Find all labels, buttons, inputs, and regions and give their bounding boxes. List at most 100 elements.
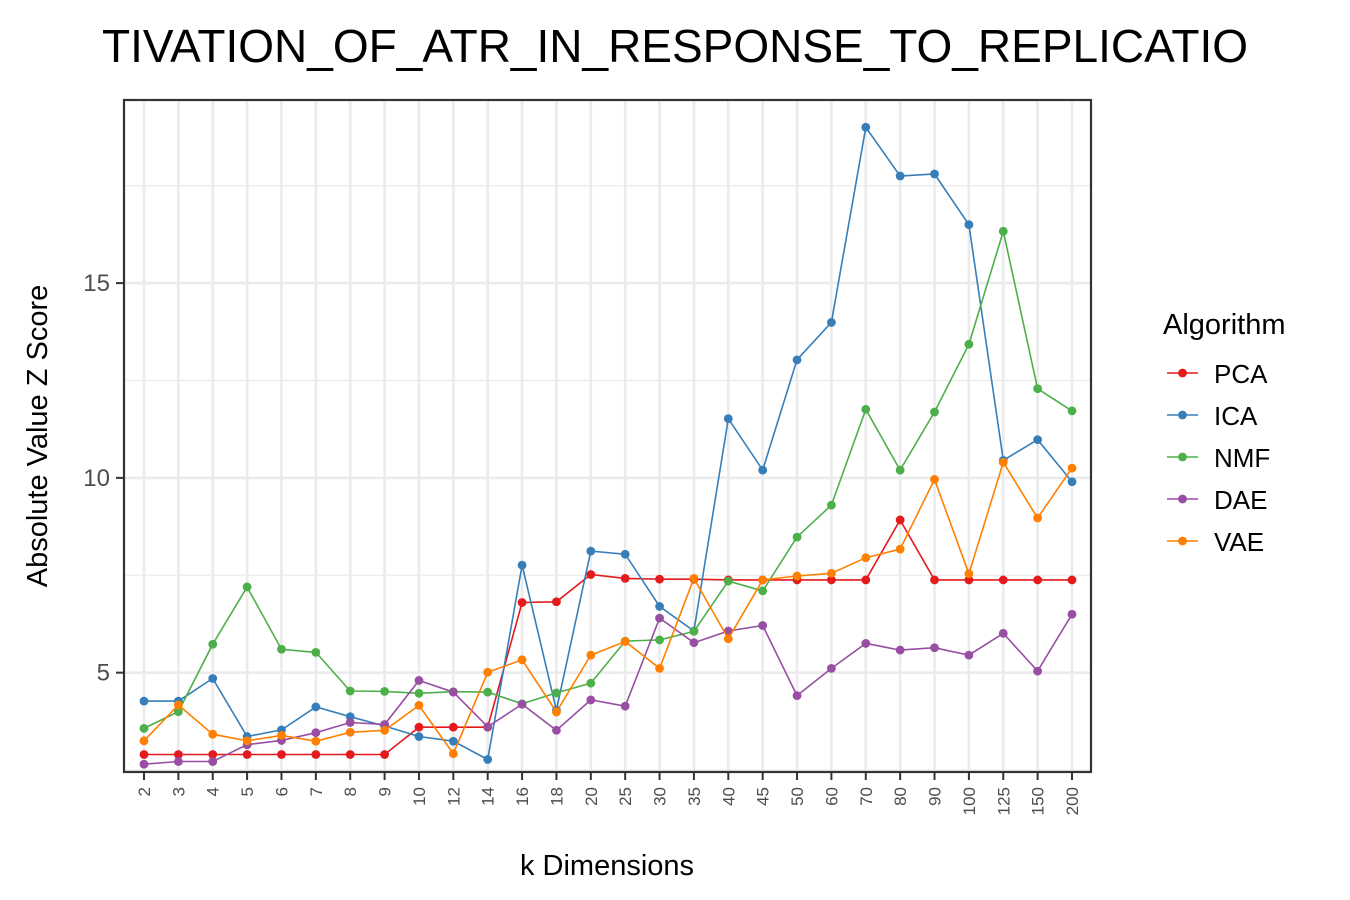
legend-label-vae: VAE	[1214, 527, 1264, 557]
series-line-pca	[144, 518, 1072, 756]
x-tick-label: 45	[754, 787, 773, 806]
data-point-dae	[792, 691, 802, 701]
legend-item-dae: DAE	[1167, 485, 1267, 515]
data-point-dae	[139, 759, 149, 769]
data-point-vae	[758, 575, 768, 585]
legend: Algorithm PCA ICA NMF DAE VAE	[1163, 309, 1286, 557]
data-point-ica	[620, 549, 630, 559]
series-group	[139, 122, 1077, 769]
x-tick-label: 20	[582, 787, 601, 806]
data-point-dae	[998, 628, 1008, 638]
x-tick-label: 80	[891, 787, 910, 806]
x-tick-label: 7	[307, 787, 326, 796]
data-point-pca	[311, 750, 321, 759]
y-tick-label: 10	[83, 465, 110, 492]
data-point-nmf	[242, 582, 252, 592]
x-tick-label: 18	[547, 787, 566, 806]
data-point-pca	[448, 722, 458, 732]
legend-label-dae: DAE	[1214, 485, 1267, 515]
x-axis: 2 3 4 5 6 7 8 9 10 12 14 16 18 20 25 30 35 40 45 50 60 70 80 90…	[135, 772, 1082, 815]
x-axis-title: k Dimensions	[520, 850, 694, 882]
data-point-ica	[895, 171, 905, 181]
data-point-pca	[517, 598, 527, 607]
data-point-ica	[139, 696, 149, 706]
data-point-nmf	[792, 532, 802, 542]
data-point-nmf	[689, 626, 699, 636]
data-point-vae	[655, 663, 664, 673]
x-tick-label: 6	[272, 787, 291, 796]
x-tick-label: 14	[479, 787, 498, 806]
data-point-ica	[586, 546, 596, 556]
data-point-pca	[964, 575, 974, 585]
data-point-vae	[414, 700, 424, 710]
data-point-vae	[139, 736, 149, 746]
x-tick-label: 4	[204, 787, 223, 796]
series-dae	[139, 609, 1077, 769]
data-point-pca	[620, 573, 630, 583]
x-tick-label: 8	[341, 787, 360, 796]
data-point-ica	[517, 560, 527, 570]
legend-item-pca: PCA	[1167, 359, 1268, 389]
data-point-vae	[448, 749, 458, 759]
data-point-vae	[483, 667, 493, 677]
data-point-nmf	[758, 586, 768, 596]
data-point-dae	[758, 621, 768, 630]
legend-key-point-nmf	[1178, 452, 1187, 462]
data-point-vae	[1033, 513, 1043, 523]
data-point-nmf	[380, 686, 389, 696]
data-point-pca	[827, 575, 836, 585]
x-tick-label: 16	[513, 787, 532, 806]
data-point-pca	[345, 750, 355, 759]
data-point-pca	[1033, 575, 1043, 585]
data-point-vae	[277, 730, 286, 740]
data-point-dae	[861, 639, 871, 648]
data-point-pca	[139, 750, 149, 759]
data-point-ica	[1033, 435, 1043, 445]
data-point-dae	[930, 643, 939, 653]
data-point-pca	[208, 750, 218, 759]
data-point-vae	[552, 707, 561, 717]
data-point-nmf	[895, 465, 905, 475]
data-point-nmf	[586, 678, 596, 688]
data-point-nmf	[311, 648, 321, 657]
data-point-vae	[1067, 463, 1077, 473]
x-tick-label: 10	[410, 787, 429, 806]
data-point-vae	[964, 569, 974, 579]
data-point-ica	[483, 755, 493, 764]
data-point-dae	[1033, 666, 1043, 676]
data-point-vae	[517, 655, 527, 665]
x-tick-label: 125	[994, 787, 1013, 815]
legend-item-vae: VAE	[1167, 527, 1264, 557]
x-tick-label: 150	[1029, 787, 1048, 815]
x-tick-label: 200	[1063, 787, 1082, 815]
legend-key-point-dae	[1178, 494, 1187, 504]
legend-key-point-ica	[1178, 410, 1187, 420]
data-point-dae	[689, 638, 699, 648]
data-point-ica	[861, 122, 871, 132]
data-point-pca	[414, 722, 424, 732]
data-point-nmf	[930, 407, 939, 417]
data-point-vae	[311, 736, 321, 746]
data-point-vae	[998, 457, 1008, 467]
data-point-vae	[345, 727, 355, 737]
series-line-ica	[144, 125, 1073, 761]
data-point-nmf	[483, 687, 493, 697]
chart-title: TIVATION_OF_ATR_IN_RESPONSE_TO_REPLICATI…	[102, 20, 1248, 72]
legend-item-ica: ICA	[1167, 401, 1258, 431]
x-tick-label: 40	[719, 787, 738, 806]
data-point-nmf	[723, 576, 733, 586]
data-point-dae	[345, 718, 355, 727]
legend-label-nmf: NMF	[1214, 443, 1270, 473]
data-point-pca	[655, 574, 664, 584]
x-tick-label: 50	[788, 787, 807, 806]
legend-key-point-pca	[1178, 368, 1187, 378]
data-point-pca	[861, 575, 871, 585]
legend-key-point-vae	[1178, 536, 1187, 546]
series-line-vae	[143, 460, 1073, 756]
data-point-vae	[380, 725, 389, 735]
data-point-vae	[861, 553, 871, 563]
data-point-vae	[208, 729, 218, 739]
data-point-dae	[208, 757, 218, 766]
